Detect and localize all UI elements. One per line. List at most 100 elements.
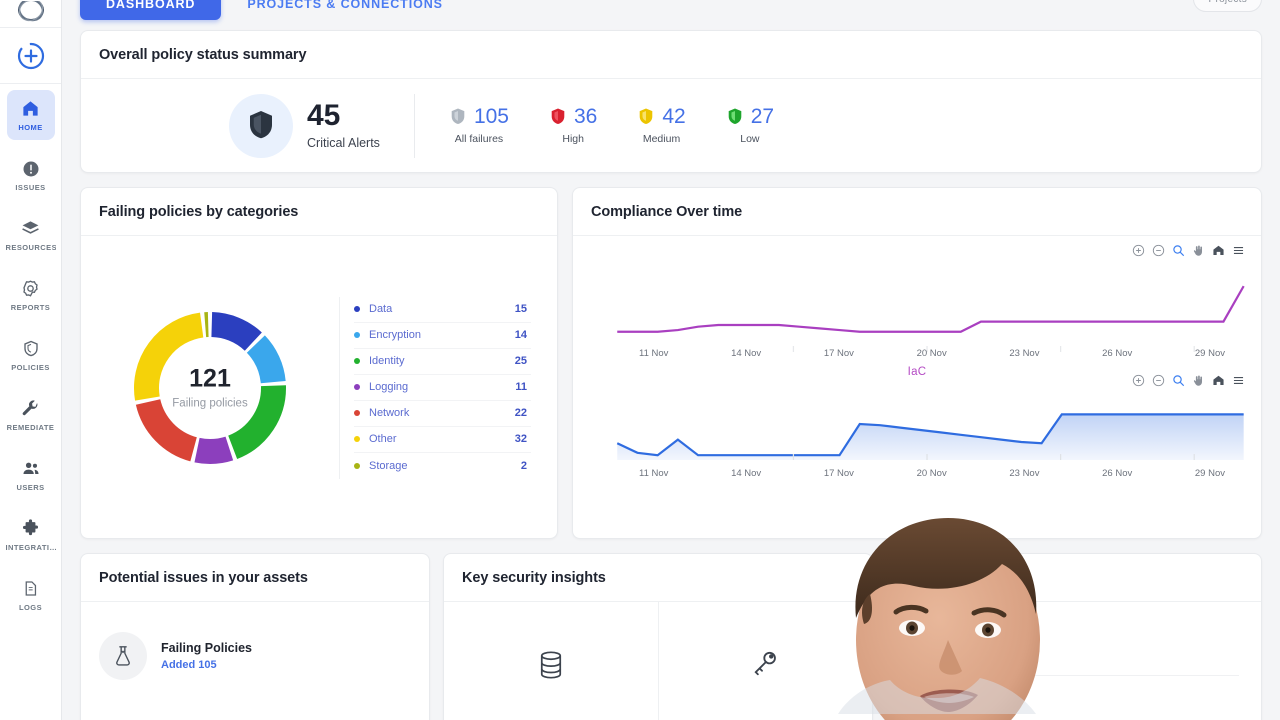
donut-segment-other[interactable] xyxy=(134,312,204,401)
insight-storage[interactable] xyxy=(444,602,658,720)
menu-icon[interactable] xyxy=(1232,244,1245,257)
stat-label: Low xyxy=(740,133,760,145)
sidebar-item-issues[interactable]: ISSUES xyxy=(7,150,55,200)
axis-tick-label: 14 Nov xyxy=(731,348,762,359)
stat-medium[interactable]: 42 Medium xyxy=(637,105,686,145)
tab-projects-connections[interactable]: PROJECTS & CONNECTIONS xyxy=(247,0,443,11)
tab-dashboard[interactable]: DASHBOARD xyxy=(80,0,222,20)
legend-dot xyxy=(354,436,360,442)
axis-tick-label: 26 Nov xyxy=(1102,348,1133,359)
sidebar-item-users[interactable]: USERS xyxy=(7,450,55,500)
policy-status-summary-card: Overall policy status summary 45 Critica… xyxy=(80,30,1262,173)
axis-tick-label: 14 Nov xyxy=(731,468,762,479)
menu-icon[interactable] xyxy=(1232,374,1245,387)
sidebar-item-label: REPORTS xyxy=(10,302,51,312)
line-chart-svg xyxy=(583,268,1251,352)
insight-secrets[interactable] xyxy=(657,602,873,720)
legend-row[interactable]: Logging 11 xyxy=(354,375,531,401)
critical-alerts-label: Critical Alerts xyxy=(307,136,380,150)
pan-icon[interactable] xyxy=(1192,244,1205,257)
page-title: Overall policy status summary xyxy=(99,46,307,63)
card-header: Key security insights xyxy=(444,554,872,602)
legend-row[interactable]: Identity 25 xyxy=(354,349,531,375)
compliance-line-chart[interactable]: 11 Nov 14 Nov 17 Nov 20 Nov 23 Nov 26 Nov 29 N… xyxy=(583,242,1251,359)
sidebar-item-policies[interactable]: POLICIES xyxy=(7,330,55,380)
legend-label: Other xyxy=(369,433,397,445)
compliance-over-time-card: Compliance Over time xyxy=(572,187,1262,539)
sidebar-item-resources[interactable]: RESOURCES xyxy=(6,210,56,260)
axis-tick-label: 11 Nov xyxy=(639,348,669,359)
donut-segment-encryption[interactable] xyxy=(246,334,286,384)
pan-icon[interactable] xyxy=(1192,374,1205,387)
legend-dot xyxy=(354,358,360,364)
selection-zoom-icon[interactable] xyxy=(1172,244,1185,257)
document-icon xyxy=(22,579,39,599)
legend-label: Storage xyxy=(369,459,408,472)
key-icon xyxy=(751,650,779,685)
axis-tick-label: 11 Nov xyxy=(639,468,669,479)
chart-toolbar-area xyxy=(1132,374,1245,387)
critical-alerts-ring xyxy=(229,93,293,158)
stat-high[interactable]: 36 High xyxy=(549,106,597,145)
gear-icon xyxy=(21,279,40,299)
zoom-in-icon[interactable] xyxy=(1132,374,1145,387)
home-icon xyxy=(21,99,40,119)
severity-stats: 105 All failures 36 High xyxy=(415,106,774,145)
shield-icon xyxy=(22,339,40,359)
reset-zoom-icon[interactable] xyxy=(1212,374,1225,387)
sidebar-item-logs[interactable]: LOGS xyxy=(7,570,55,620)
projects-button[interactable]: Projects xyxy=(1193,0,1262,12)
critical-alerts-value: 45 xyxy=(307,99,341,132)
critical-alerts-stat[interactable]: 45 Critical Alerts xyxy=(81,93,415,158)
card-title: Potential issues in your assets xyxy=(99,569,308,586)
zoom-out-icon[interactable] xyxy=(1152,244,1165,257)
donut-segment-data[interactable] xyxy=(210,311,262,351)
legend-row[interactable]: Data 15 xyxy=(354,297,531,323)
legend-row[interactable]: Storage 2 xyxy=(354,453,531,479)
stat-value: 42 xyxy=(662,105,686,128)
sidebar-item-integrations[interactable]: INTEGRATI… xyxy=(6,510,56,560)
legend-row[interactable]: Encryption 14 xyxy=(354,323,531,349)
table-row[interactable] xyxy=(909,676,1239,716)
legend-label: Network xyxy=(369,407,410,419)
zoom-in-icon[interactable] xyxy=(1132,244,1145,257)
donut-segment-network[interactable] xyxy=(135,398,198,461)
legend-value: 14 xyxy=(514,329,527,341)
card-header: Failing policies by categories xyxy=(81,188,557,236)
compliance-area-chart[interactable]: 11 Nov 14 Nov 17 Nov 20 Nov 23 Nov 26 Nov 29 N… xyxy=(583,372,1251,482)
card-header: s by severity xyxy=(887,554,1261,602)
selection-zoom-icon[interactable] xyxy=(1172,374,1185,387)
donut-segment-identity[interactable] xyxy=(227,384,286,459)
table-row[interactable] xyxy=(909,636,1239,676)
stat-all-failures[interactable]: 105 All failures xyxy=(449,106,509,145)
zoom-out-icon[interactable] xyxy=(1152,374,1165,387)
donut-chart[interactable]: 121 Failing policies xyxy=(81,295,339,481)
legend-row[interactable]: Other 32 xyxy=(354,427,531,453)
sidebar-item-remediate[interactable]: REMEDIATE xyxy=(7,390,55,440)
add-button[interactable] xyxy=(0,28,61,84)
stat-low[interactable]: 27 Low xyxy=(726,106,774,145)
legend-value: 2 xyxy=(520,459,527,472)
app-logo[interactable] xyxy=(0,0,61,28)
issues-by-severity-card: s by severity xyxy=(886,553,1262,720)
bottom-row: Potential issues in your assets Failing … xyxy=(80,553,1262,720)
legend-label: Data xyxy=(369,303,393,315)
legend-row[interactable]: Network 22 xyxy=(354,401,531,427)
stat-label: High xyxy=(562,133,584,145)
stat-value: 27 xyxy=(750,105,775,128)
sidebar-item-reports[interactable]: REPORTS xyxy=(7,270,55,320)
alert-icon xyxy=(22,159,40,179)
legend-value: 25 xyxy=(514,355,527,367)
sidebar-item-label: LOGS xyxy=(18,602,43,612)
sidebar-item-home[interactable]: HOME xyxy=(6,90,55,140)
compliance-charts: 11 Nov 14 Nov 17 Nov 20 Nov 23 Nov 26 Nov 29 N… xyxy=(573,236,1261,539)
reset-zoom-icon[interactable] xyxy=(1212,244,1225,257)
shield-green-icon xyxy=(728,107,742,124)
item-sub[interactable]: Added 105 xyxy=(161,659,217,671)
sidebar-nav: HOME ISSUES xyxy=(0,84,61,630)
axis-tick-label: 20 Nov xyxy=(916,348,947,359)
potential-issues-list: Failing Policies Added 105 xyxy=(81,602,429,680)
donut-segment-logging[interactable] xyxy=(194,435,234,464)
list-item[interactable]: Failing Policies Added 105 xyxy=(99,632,429,680)
